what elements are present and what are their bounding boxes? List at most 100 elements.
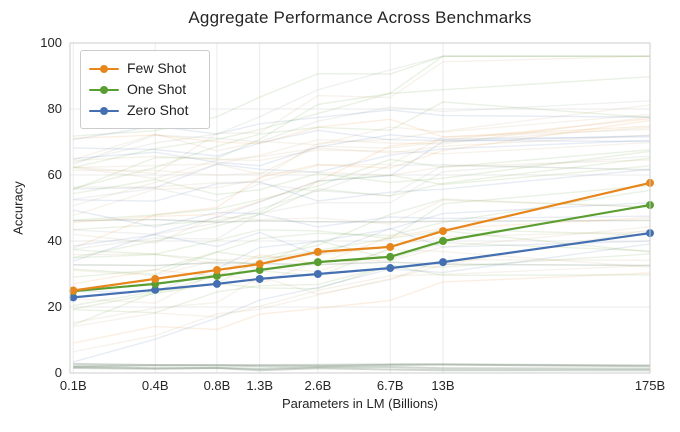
zero-shot-point xyxy=(313,270,322,278)
legend-label-few-shot: Few Shot xyxy=(127,60,187,76)
y-tick-label-20: 20 xyxy=(47,299,62,314)
few-shot-point xyxy=(255,260,264,269)
x-tick-label-1.3B: 1.3B xyxy=(246,378,274,393)
background-benchmark-line xyxy=(73,264,650,328)
background-benchmark-line xyxy=(73,113,650,161)
x-tick-label-175B: 175B xyxy=(634,378,666,393)
zero-shot-point xyxy=(69,293,78,302)
background-benchmark-line xyxy=(73,189,650,276)
zero-shot-point xyxy=(386,264,395,273)
one-shot-point xyxy=(386,252,395,261)
background-benchmark-line xyxy=(73,165,650,231)
background-benchmark-line xyxy=(73,157,650,259)
background-benchmark-line xyxy=(73,55,650,164)
zero-shot-point xyxy=(212,279,221,288)
y-tick-label-60: 60 xyxy=(47,167,62,182)
legend-item-zero-shot: Zero Shot xyxy=(89,100,199,121)
background-benchmark-line xyxy=(73,150,650,196)
x-tick-label-0.4B: 0.4B xyxy=(141,378,169,393)
background-benchmark-line xyxy=(73,209,650,228)
legend-item-one-shot: One Shot xyxy=(89,79,199,100)
background-benchmark-line xyxy=(73,198,650,278)
background-benchmark-line xyxy=(73,129,650,157)
background-benchmark-line xyxy=(73,248,650,273)
background-benchmark-line xyxy=(73,55,650,169)
x-tick-label-0.8B: 0.8B xyxy=(203,378,231,393)
background-benchmark-line xyxy=(73,261,650,267)
background-benchmark-line xyxy=(73,363,650,368)
x-axis-label: Parameters in LM (Billions) xyxy=(281,396,439,411)
background-benchmark-line xyxy=(73,229,650,255)
background-benchmark-line xyxy=(73,202,650,293)
few-shot-point xyxy=(386,242,395,251)
y-tick-label-40: 40 xyxy=(47,233,62,248)
legend-label-zero-shot: Zero Shot xyxy=(127,102,189,118)
background-benchmark-line xyxy=(73,243,650,363)
background-benchmark-line xyxy=(73,362,650,367)
background-benchmark-line xyxy=(73,239,650,266)
background-benchmark-line xyxy=(73,101,650,190)
zero-shot-point xyxy=(255,274,264,283)
background-benchmark-line xyxy=(73,118,650,224)
background-benchmark-line xyxy=(73,199,650,244)
background-benchmark-line xyxy=(73,119,650,249)
background-benchmark-line xyxy=(73,134,650,180)
chart-title: Aggregate Performance Across Benchmarks xyxy=(188,8,532,27)
x-tick-label-0.1B: 0.1B xyxy=(59,378,87,393)
background-benchmark-line xyxy=(73,104,650,217)
one-shot-point xyxy=(313,258,322,267)
zero-shot-marker-icon xyxy=(89,106,119,116)
few-shot-point xyxy=(151,274,160,283)
background-benchmark-line xyxy=(73,149,650,221)
background-benchmark-line xyxy=(73,155,650,250)
background-benchmark-line xyxy=(73,365,650,370)
background-benchmark-line xyxy=(73,164,650,236)
background-benchmark-line xyxy=(73,116,650,169)
background-benchmark-line xyxy=(73,272,650,344)
background-benchmark-line xyxy=(73,128,650,188)
few-shot-line xyxy=(73,181,651,292)
few-shot-point xyxy=(439,227,448,236)
background-benchmark-line xyxy=(73,139,650,190)
few-shot-point xyxy=(69,286,78,295)
plot-border xyxy=(69,42,651,374)
background-benchmark-line xyxy=(73,229,650,353)
background-benchmark-line xyxy=(73,184,650,307)
background-benchmark-line xyxy=(73,55,650,175)
background-benchmark-line xyxy=(73,134,650,167)
one-shot-point xyxy=(212,271,221,280)
background-benchmark-line xyxy=(73,100,650,166)
one-shot-line xyxy=(73,203,651,293)
background-benchmark-lines xyxy=(73,55,650,372)
x-tick-label-13B: 13B xyxy=(431,378,455,393)
one-shot-point xyxy=(439,237,448,245)
one-shot-marker-icon xyxy=(89,85,119,95)
background-benchmark-line xyxy=(73,168,650,202)
zero-shot-point xyxy=(151,285,160,294)
few-shot-marker-icon xyxy=(89,64,119,74)
background-benchmark-line xyxy=(73,159,650,177)
y-tick-label-100: 100 xyxy=(40,35,62,50)
zero-shot-point xyxy=(439,258,448,267)
legend: Few Shot One Shot Zero Shot xyxy=(80,50,210,129)
y-tick-label-80: 80 xyxy=(47,101,62,116)
y-axis-label: Accuracy xyxy=(10,181,26,235)
background-benchmark-line xyxy=(73,218,650,223)
legend-label-one-shot: One Shot xyxy=(127,81,187,97)
few-shot-point xyxy=(212,266,221,275)
x-tick-label-6.7B: 6.7B xyxy=(376,378,404,393)
y-tick-label-0: 0 xyxy=(54,365,62,380)
background-benchmark-line xyxy=(73,217,650,285)
background-benchmark-line xyxy=(73,163,650,202)
zero-shot-line xyxy=(73,232,651,299)
background-benchmark-line xyxy=(73,230,650,277)
background-benchmark-line xyxy=(73,253,650,310)
background-benchmark-line xyxy=(73,118,650,145)
legend-item-few-shot: Few Shot xyxy=(89,58,199,79)
x-tick-label-2.6B: 2.6B xyxy=(304,378,332,393)
one-shot-point xyxy=(255,266,264,275)
few-shot-point xyxy=(313,247,322,256)
background-benchmark-line xyxy=(73,366,650,372)
